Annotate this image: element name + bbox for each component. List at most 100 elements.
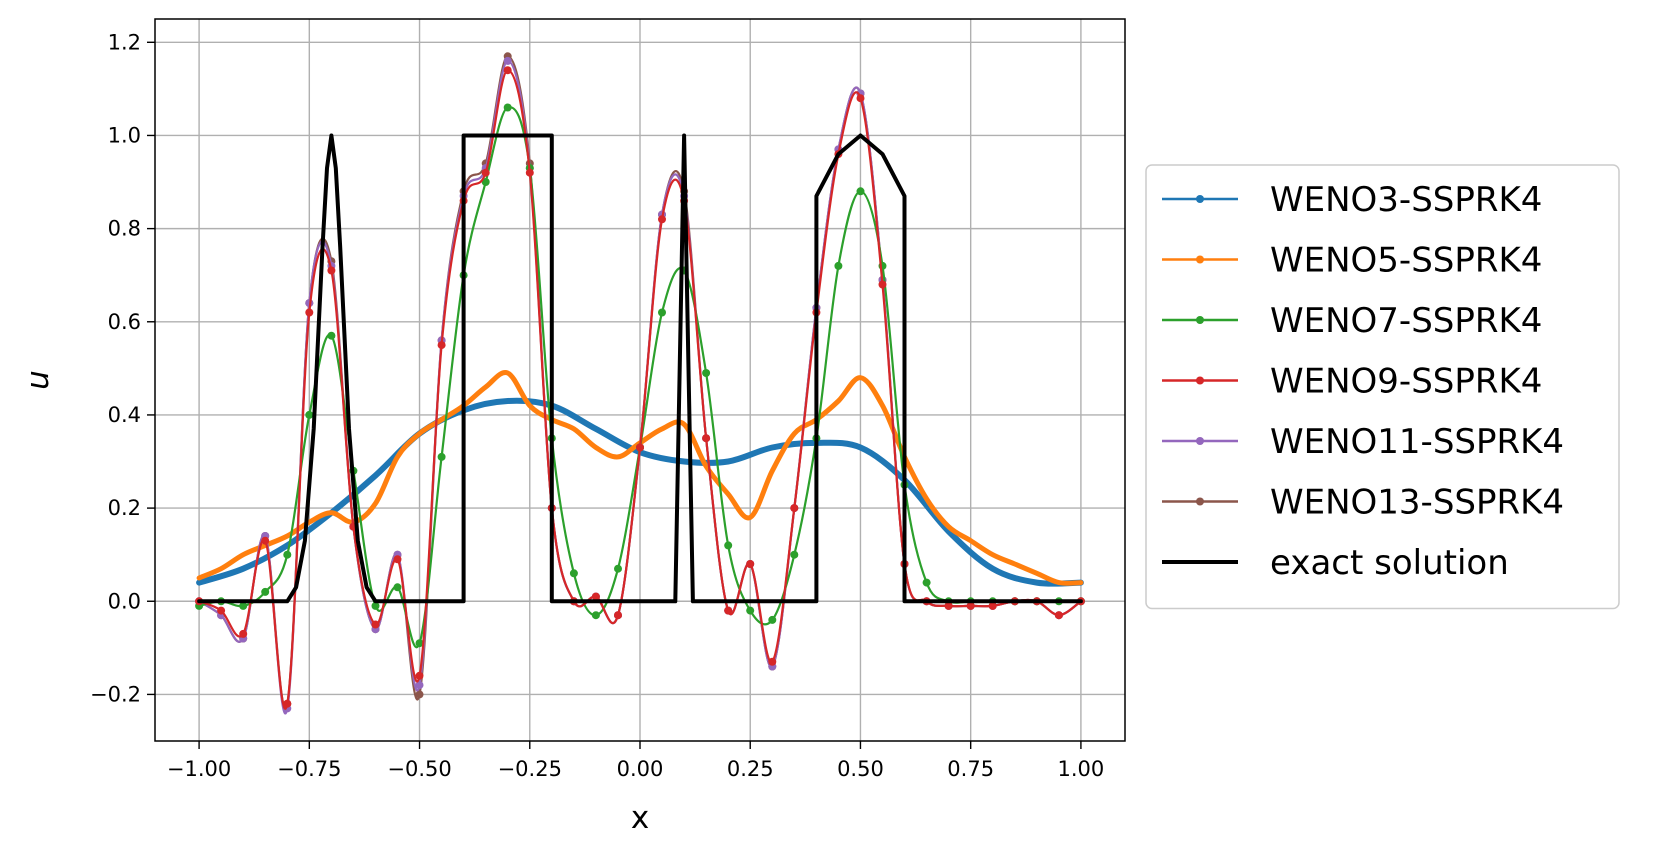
legend-item: WENO11-SSPRK4 xyxy=(1162,422,1564,462)
x-tick-label: 0.75 xyxy=(947,757,994,781)
data-point xyxy=(371,620,380,629)
data-point xyxy=(481,168,490,177)
legend-label: WENO7-SSPRK4 xyxy=(1270,301,1542,341)
legend-label: WENO11-SSPRK4 xyxy=(1270,422,1564,462)
data-point xyxy=(614,564,622,573)
legend: WENO3-SSPRK4 WENO5-SSPRK4 WENO7-SSPRK4 WENO… xyxy=(1145,164,1620,610)
data-point xyxy=(922,578,931,587)
legend-swatch-marker xyxy=(1196,255,1204,264)
data-point xyxy=(305,410,314,419)
y-tick-label: 0.6 xyxy=(108,310,141,334)
y-tick-label: 0.2 xyxy=(108,496,141,520)
x-tick-label: −0.50 xyxy=(387,757,451,781)
x-tick-label: −1.00 xyxy=(167,757,231,781)
data-point xyxy=(1054,611,1063,620)
data-point xyxy=(746,560,755,568)
data-point xyxy=(239,629,248,638)
data-point xyxy=(988,601,997,610)
y-tick-label: 0.0 xyxy=(108,589,141,613)
data-point xyxy=(834,261,843,270)
x-tick-label: 1.00 xyxy=(1058,757,1105,781)
legend-item: exact solution xyxy=(1162,543,1509,583)
data-point xyxy=(437,341,446,350)
data-point xyxy=(702,369,711,377)
data-point xyxy=(481,178,490,186)
legend-label: WENO13-SSPRK4 xyxy=(1270,483,1564,523)
legend-label: WENO3-SSPRK4 xyxy=(1270,180,1542,220)
data-point xyxy=(591,592,600,601)
x-axis-label: x xyxy=(631,800,649,836)
x-tick-label: −0.75 xyxy=(277,757,341,781)
data-point xyxy=(856,187,865,196)
data-point xyxy=(790,550,799,559)
data-point xyxy=(415,690,424,699)
data-point xyxy=(591,611,600,620)
data-point xyxy=(856,94,865,103)
data-point xyxy=(415,681,424,690)
data-point xyxy=(944,601,953,610)
y-axis-label: u xyxy=(20,370,56,390)
series-exact-solution xyxy=(197,133,1083,604)
data-point xyxy=(415,671,424,680)
data-point xyxy=(327,266,336,275)
data-point xyxy=(636,443,644,452)
data-point xyxy=(217,606,226,615)
series-line xyxy=(197,133,1083,604)
data-point xyxy=(658,215,666,224)
data-point xyxy=(415,639,424,648)
data-point xyxy=(768,615,777,624)
legend-item: WENO7-SSPRK4 xyxy=(1162,301,1542,341)
data-point xyxy=(261,587,270,596)
data-point xyxy=(702,434,711,443)
data-point xyxy=(437,452,446,461)
data-point xyxy=(878,280,887,289)
legend-swatch-marker xyxy=(1196,497,1204,506)
x-tick-label: 0.50 xyxy=(837,757,884,781)
legend-item: WENO13-SSPRK4 xyxy=(1162,483,1564,523)
data-point xyxy=(393,583,402,592)
data-point xyxy=(525,168,534,177)
y-tick-label: 0.8 xyxy=(108,217,141,241)
data-point xyxy=(503,56,512,65)
y-tick-label: −0.2 xyxy=(90,682,141,706)
legend-swatch-marker xyxy=(1196,316,1204,324)
data-point xyxy=(503,103,512,112)
plot-series xyxy=(195,52,1085,715)
data-point xyxy=(261,536,270,545)
legend-swatch-marker xyxy=(1196,195,1204,203)
data-point xyxy=(569,569,578,578)
y-tick-label: 1.2 xyxy=(108,30,141,54)
data-point xyxy=(393,555,402,564)
y-tick-label: 0.4 xyxy=(108,403,141,427)
legend-label: WENO9-SSPRK4 xyxy=(1270,362,1542,402)
data-point xyxy=(746,606,755,615)
legend-swatch-marker xyxy=(1196,376,1204,385)
data-point xyxy=(503,66,512,75)
data-point xyxy=(614,611,622,620)
data-point xyxy=(371,601,380,610)
data-point xyxy=(283,699,292,708)
data-point xyxy=(724,606,733,615)
legend-box xyxy=(1145,164,1620,610)
data-point xyxy=(658,308,666,317)
series-weno9-ssprk4 xyxy=(195,66,1085,710)
data-point xyxy=(283,550,292,559)
data-point xyxy=(239,601,248,610)
data-point xyxy=(305,308,314,317)
series-line xyxy=(198,69,1082,710)
legend-item: WENO9-SSPRK4 xyxy=(1162,362,1542,402)
data-point xyxy=(966,601,975,610)
legend-swatch-marker xyxy=(1196,437,1204,445)
data-point xyxy=(790,504,799,513)
data-point xyxy=(724,541,733,550)
legend-label: exact solution xyxy=(1270,543,1509,583)
y-tick-label: 1.0 xyxy=(108,123,141,147)
legend-label: WENO5-SSPRK4 xyxy=(1270,241,1542,281)
x-tick-label: 0.25 xyxy=(727,757,774,781)
x-tick-label: 0.00 xyxy=(617,757,664,781)
legend-item: WENO5-SSPRK4 xyxy=(1162,241,1542,281)
axis-ticks: −1.00 −0.75 −0.50 −0.25 0.00 0.25 0.50 0.75 1.00… xyxy=(90,30,1104,781)
x-tick-label: −0.25 xyxy=(498,757,562,781)
